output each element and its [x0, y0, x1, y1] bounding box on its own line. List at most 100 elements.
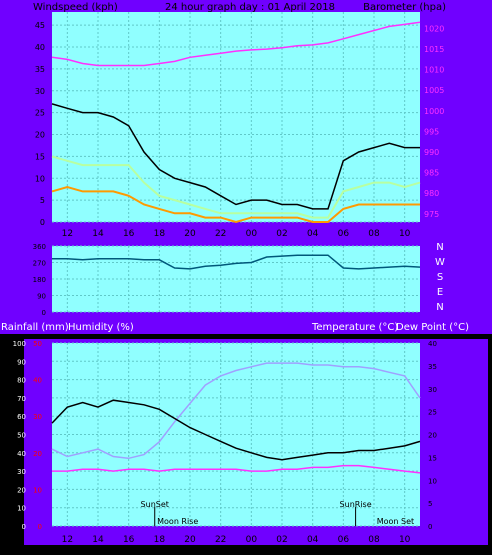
- humidity-y-tick: 60: [17, 413, 26, 421]
- humidity-y-tick: 50: [17, 432, 26, 440]
- wind-x-tick: 14: [92, 229, 104, 239]
- wind-y-tick: 5: [40, 196, 45, 205]
- barometer-y-tick: 1010: [424, 66, 444, 75]
- compass-label-3: E: [437, 287, 443, 298]
- sunset-label: SunSet: [141, 500, 169, 509]
- direction-y-tick: 90: [37, 293, 46, 301]
- moonset-label: Moon Set: [377, 517, 414, 526]
- barometer-y-tick: 1005: [424, 86, 444, 95]
- wind-avg-series: [51, 155, 421, 219]
- wind-x-tick: 00: [246, 229, 258, 239]
- compass-label-0: N: [436, 242, 443, 253]
- humidity-y-tick: 80: [17, 377, 26, 385]
- direction-series: [52, 254, 421, 270]
- barometer-y-tick: 980: [424, 189, 439, 198]
- wind-y-tick: 35: [35, 65, 45, 74]
- barometer-y-tick: 1015: [424, 45, 444, 54]
- wind-y-tick: 10: [35, 174, 45, 183]
- temp-x-tick: 16: [123, 535, 135, 545]
- temp-y-tick: 20: [428, 432, 437, 440]
- temp-y-tick: 35: [428, 363, 437, 371]
- humidity-y-tick: 70: [17, 395, 26, 403]
- rain-y-tick: 30: [33, 413, 42, 421]
- temp-y-tick: 10: [428, 477, 437, 485]
- barometer-y-tick: 995: [424, 127, 439, 136]
- temp-x-tick: 04: [307, 535, 319, 545]
- header-right-label: Barometer (hpa): [363, 2, 446, 13]
- temp-x-tick: 06: [338, 535, 350, 545]
- wind-x-tick: 06: [338, 229, 350, 239]
- barometer-y-tick: 1000: [424, 107, 444, 116]
- wind-x-tick: 12: [62, 229, 73, 239]
- humidity-y-tick: 100: [13, 340, 26, 348]
- wind-x-tick: 22: [215, 229, 226, 239]
- temperature-series: [51, 399, 421, 461]
- wind-x-tick: 02: [276, 229, 287, 239]
- wind-gust-series: [51, 103, 420, 210]
- humidity-y-tick: 20: [17, 486, 26, 494]
- direction-y-tick: 270: [33, 260, 46, 268]
- temp-x-tick: 14: [92, 535, 104, 545]
- compass-label-2: S: [437, 272, 443, 283]
- wind-y-tick: 15: [35, 152, 45, 161]
- temp-x-tick: 00: [246, 535, 258, 545]
- wind-y-tick: 20: [35, 131, 45, 140]
- header-center-label: 24 hour graph day : 01 April 2018: [165, 2, 335, 13]
- wind-x-tick: 20: [184, 229, 196, 239]
- barometer-y-tick: 1020: [424, 24, 444, 33]
- temperature-label: Temperature (°C): [311, 322, 398, 333]
- temp-x-tick: 22: [215, 535, 226, 545]
- barometer-y-tick: 975: [424, 210, 439, 219]
- humidity-y-tick: 0: [22, 523, 26, 531]
- temp-y-tick: 40: [428, 340, 437, 348]
- humidity-pink-series: [52, 464, 421, 474]
- compass-label-1: W: [435, 257, 445, 268]
- humidity-y-tick: 30: [17, 468, 26, 476]
- moonrise-label: Moon Rise: [157, 517, 198, 526]
- sunrise-label: SunRise: [340, 500, 372, 509]
- rain-y-tick: 40: [33, 377, 42, 385]
- barometer-series: [51, 21, 421, 67]
- humidity-label: Humidity (%): [68, 322, 134, 333]
- temp-y-tick: 0: [428, 523, 432, 531]
- header-left-label: Windspeed (kph): [33, 2, 118, 13]
- temp-x-tick: 10: [399, 535, 411, 545]
- wind-y-tick: 25: [35, 109, 45, 118]
- wind-y-tick: 30: [35, 87, 45, 96]
- wind-x-tick: 04: [307, 229, 319, 239]
- rain-y-tick: 20: [33, 450, 42, 458]
- temp-x-tick: 12: [62, 535, 73, 545]
- temp-y-tick: 15: [428, 454, 437, 462]
- temp-y-tick: 5: [428, 500, 432, 508]
- temp-y-tick: 30: [428, 386, 437, 394]
- humidity-series: [51, 362, 421, 460]
- rain-y-tick: 50: [33, 340, 42, 348]
- rain-y-tick: 10: [33, 486, 42, 494]
- barometer-y-tick: 985: [424, 169, 439, 178]
- humidity-y-tick: 10: [17, 505, 26, 513]
- direction-y-tick: 180: [33, 276, 46, 284]
- rain-y-tick: 0: [38, 523, 42, 531]
- temp-x-tick: 18: [154, 535, 166, 545]
- wind-x-tick: 10: [399, 229, 411, 239]
- humidity-y-tick: 40: [17, 450, 26, 458]
- temp-y-tick: 25: [428, 409, 437, 417]
- compass-label-4: N: [436, 302, 443, 313]
- direction-y-tick: 360: [33, 243, 46, 251]
- humidity-y-tick: 90: [17, 358, 26, 366]
- temp-x-tick: 08: [368, 535, 380, 545]
- direction-y-tick: 0: [42, 309, 46, 317]
- wind-y-tick: 0: [40, 218, 45, 227]
- wind-y-tick: 40: [35, 43, 45, 52]
- dewpoint-label: Dew Point (°C): [396, 322, 469, 333]
- wind-x-tick: 08: [368, 229, 380, 239]
- wind-min-series: [51, 185, 420, 224]
- temp-x-tick: 02: [276, 535, 287, 545]
- barometer-y-tick: 990: [424, 148, 439, 157]
- wind-y-tick: 45: [35, 21, 45, 30]
- wind-x-tick: 18: [154, 229, 166, 239]
- temp-x-tick: 20: [184, 535, 196, 545]
- wind-x-tick: 16: [123, 229, 135, 239]
